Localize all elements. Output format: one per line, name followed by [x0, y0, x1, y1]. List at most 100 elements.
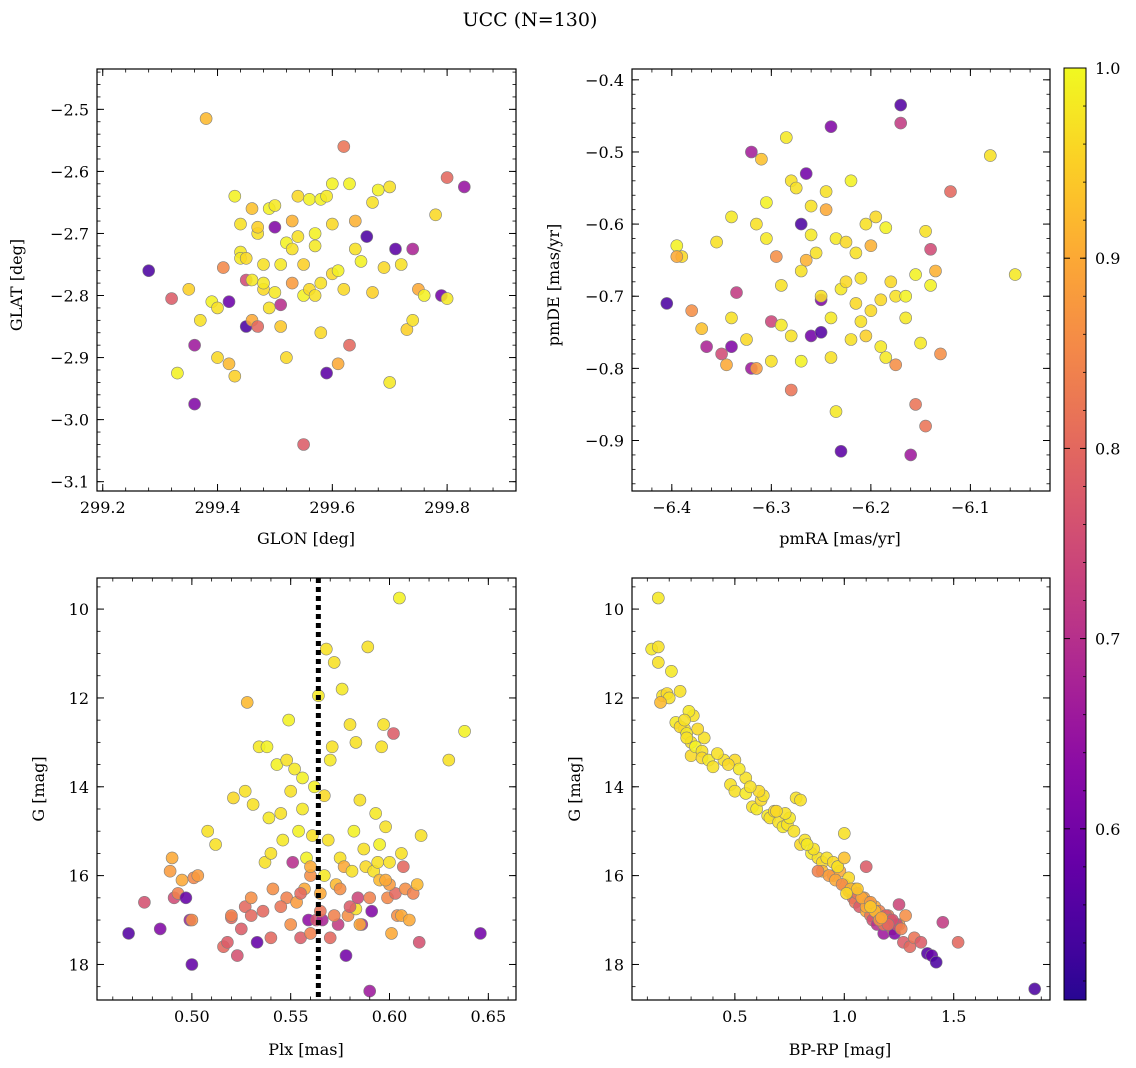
scatter-point: [819, 185, 833, 198]
scatter-point: [314, 276, 328, 290]
scatter-point: [349, 736, 363, 749]
scatter-point: [266, 882, 280, 896]
scatter-point: [343, 177, 356, 191]
scatter-point: [770, 804, 783, 818]
y-tick-label: 14: [69, 778, 89, 797]
scatter-point: [654, 696, 667, 709]
colorbar-tick-label: 0.6: [1095, 820, 1120, 839]
scatter-point: [831, 860, 845, 874]
scatter-point: [864, 900, 877, 914]
scatter-point: [800, 838, 814, 851]
scatter-point: [755, 152, 768, 166]
scatter-point: [874, 340, 888, 354]
scatter-point: [844, 174, 858, 188]
scatter-point: [840, 887, 853, 900]
scatter-point: [179, 891, 193, 905]
scatter-point: [122, 927, 135, 940]
scatter-point: [280, 351, 293, 364]
scatter-point: [725, 311, 738, 325]
scatter-point: [651, 656, 665, 669]
panel-plx-g: Plx [mas] G [mag] 0.50 0.55 0.60 0.65 10 12 14…: [29, 577, 517, 1059]
scatter-point: [285, 276, 299, 290]
scatter-point: [194, 313, 207, 327]
scatter-point: [396, 860, 410, 874]
scatter-point: [839, 235, 853, 249]
scatter-point: [732, 762, 746, 776]
y-tick-label: −2.9: [50, 349, 89, 368]
scatter-point: [730, 286, 743, 299]
scatter-point: [379, 873, 392, 887]
scatter-point: [244, 909, 258, 922]
scatter-point: [914, 935, 928, 949]
scatter-point: [725, 340, 738, 354]
scatter-point: [385, 927, 398, 940]
scatter-point: [951, 935, 965, 949]
scatter-point: [383, 180, 397, 194]
scatter-point: [750, 362, 763, 375]
scatter-point: [919, 419, 932, 433]
scatter-point: [779, 131, 793, 144]
y-tick-label: −0.5: [585, 143, 624, 162]
scatter-point: [251, 220, 265, 234]
scatter-point: [889, 358, 903, 372]
scatter-point: [209, 838, 222, 851]
scatter-point: [740, 333, 753, 346]
scatter-point: [710, 235, 723, 249]
scatter-point: [138, 895, 151, 909]
scatter-point: [894, 98, 908, 112]
scatter-point: [429, 208, 442, 222]
scatter-point: [294, 887, 307, 900]
x-axis-label: Plx [mas]: [268, 1040, 343, 1059]
scatter-point: [250, 935, 264, 949]
y-axis-label: pmDE [mas/yr]: [544, 224, 563, 347]
scatter-point: [323, 931, 337, 945]
scatter-point: [909, 398, 922, 411]
x-tick-label: 0.55: [273, 1007, 309, 1026]
scatter-point: [875, 911, 888, 925]
scatter-point: [360, 230, 374, 243]
scatter-point: [839, 275, 853, 289]
scatter-point: [844, 333, 858, 346]
scatter-point: [211, 351, 224, 364]
scatter-point: [721, 758, 735, 771]
scatter-point: [864, 304, 878, 318]
scatter-point: [222, 295, 236, 309]
scatter-point: [262, 301, 276, 315]
y-tick-label: −0.9: [585, 432, 624, 451]
scatter-point: [240, 696, 254, 709]
scatter-point: [879, 351, 893, 364]
scatter-point: [260, 740, 274, 754]
scatter-point: [153, 922, 167, 936]
y-tick-label: 16: [604, 867, 624, 886]
y-tick-label: 18: [604, 955, 624, 974]
scatter-point: [884, 275, 898, 289]
scatter-point: [924, 243, 937, 256]
scatter-point: [837, 827, 851, 840]
scatter-point: [402, 913, 416, 927]
scatter-point: [874, 293, 888, 307]
colorbar-bar: [1063, 67, 1087, 1001]
scatter-point: [268, 286, 282, 299]
scatter-point: [363, 891, 377, 905]
scatter-point: [869, 210, 883, 224]
scatter-point: [225, 909, 238, 922]
scatter-point: [651, 640, 665, 654]
x-axis-label: BP-RP [mag]: [789, 1040, 891, 1059]
scatter-point: [369, 807, 383, 820]
colorbar-tick-label: 0.7: [1095, 630, 1120, 649]
scatter-point: [769, 250, 783, 263]
scatter-point: [201, 824, 214, 838]
scatter-point: [944, 185, 957, 198]
scatter-point: [879, 221, 893, 234]
scatter-point: [348, 242, 362, 256]
scatter-point: [296, 771, 309, 785]
y-tick-label: 12: [604, 689, 624, 708]
scatter-point: [314, 326, 328, 340]
scatter-point: [651, 591, 665, 605]
scatter-point: [321, 833, 335, 847]
scatter-point: [929, 264, 942, 278]
x-axis-label: pmRA [mas/yr]: [779, 529, 901, 548]
scatter-point: [325, 217, 339, 231]
y-axis-label: G [mag]: [565, 756, 584, 821]
y-tick-label: −0.4: [585, 71, 624, 90]
